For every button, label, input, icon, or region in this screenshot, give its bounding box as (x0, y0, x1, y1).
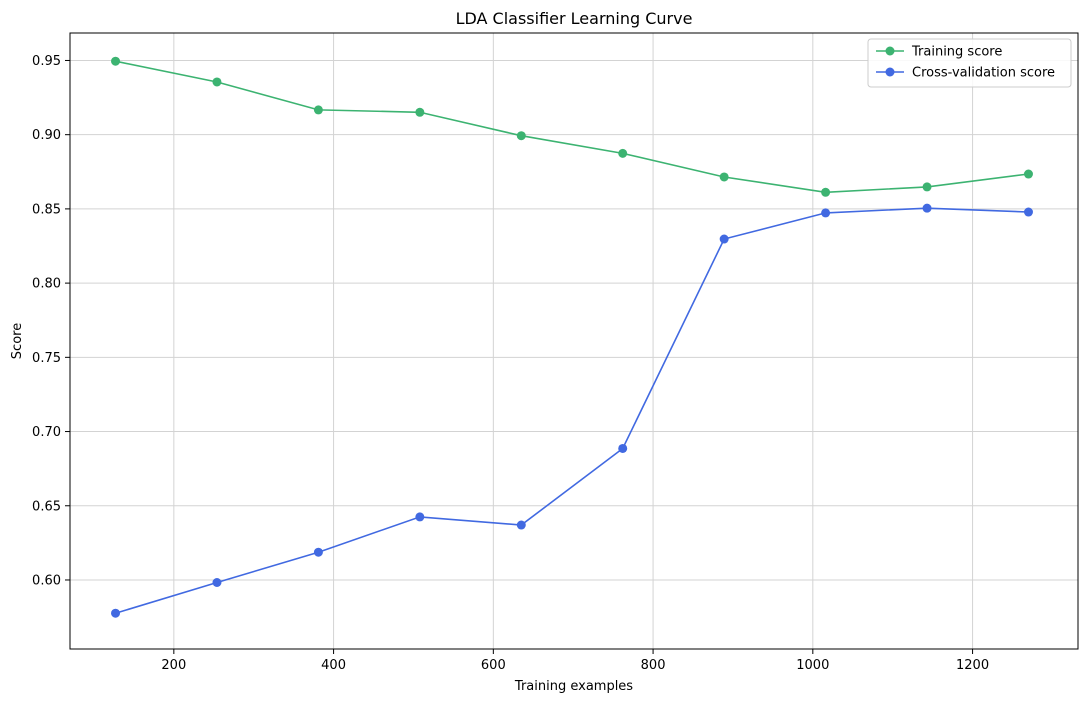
legend-label: Training score (911, 45, 1002, 60)
data-point (313, 105, 323, 115)
data-point (922, 203, 932, 213)
x-tick-label: 800 (641, 658, 666, 673)
legend-marker (885, 67, 895, 77)
x-tick-label: 1200 (956, 658, 989, 673)
x-axis-label: Training examples (514, 679, 633, 694)
series-layer (111, 56, 1033, 618)
legend-marker (885, 46, 895, 56)
chart-title: LDA Classifier Learning Curve (456, 9, 693, 28)
data-point (415, 107, 425, 117)
data-point (618, 148, 628, 158)
y-tick-label: 0.95 (32, 54, 61, 69)
series-line (115, 60, 1029, 194)
y-tick-label: 0.65 (32, 499, 61, 514)
series-line (115, 207, 1029, 614)
y-tick-label: 0.85 (32, 202, 61, 217)
data-point (719, 234, 729, 244)
data-point (415, 512, 425, 522)
axis-ticks: 200 400 600 800 1000 1200 0.60 0.65 0.70 0.75 0.80… (32, 54, 989, 673)
data-point (1023, 207, 1033, 217)
data-point (111, 608, 121, 618)
data-point (719, 172, 729, 182)
y-tick-label: 0.60 (32, 573, 61, 588)
data-point (516, 131, 526, 141)
plot-frame (69, 32, 1079, 650)
x-tick-label: 1000 (796, 658, 829, 673)
data-point (821, 187, 831, 197)
legend: Training score Cross-validation score (867, 38, 1072, 88)
x-tick-label: 600 (481, 658, 506, 673)
data-point (516, 520, 526, 530)
data-point (212, 77, 222, 87)
y-tick-label: 0.80 (32, 277, 61, 292)
y-tick-label: 0.70 (32, 425, 61, 440)
data-point (821, 208, 831, 218)
data-point (1023, 169, 1033, 179)
grid-lines (70, 33, 1078, 649)
data-point (212, 578, 222, 588)
x-tick-label: 400 (321, 658, 346, 673)
data-point (618, 443, 628, 453)
y-tick-label: 0.90 (32, 128, 61, 143)
data-point (922, 182, 932, 192)
x-tick-label: 200 (161, 658, 186, 673)
y-axis-label: Score (10, 323, 25, 359)
data-point (111, 56, 121, 66)
legend-box (867, 38, 1072, 88)
y-tick-label: 0.75 (32, 351, 61, 366)
legend-label: Cross-validation score (912, 66, 1055, 81)
data-point (313, 547, 323, 557)
